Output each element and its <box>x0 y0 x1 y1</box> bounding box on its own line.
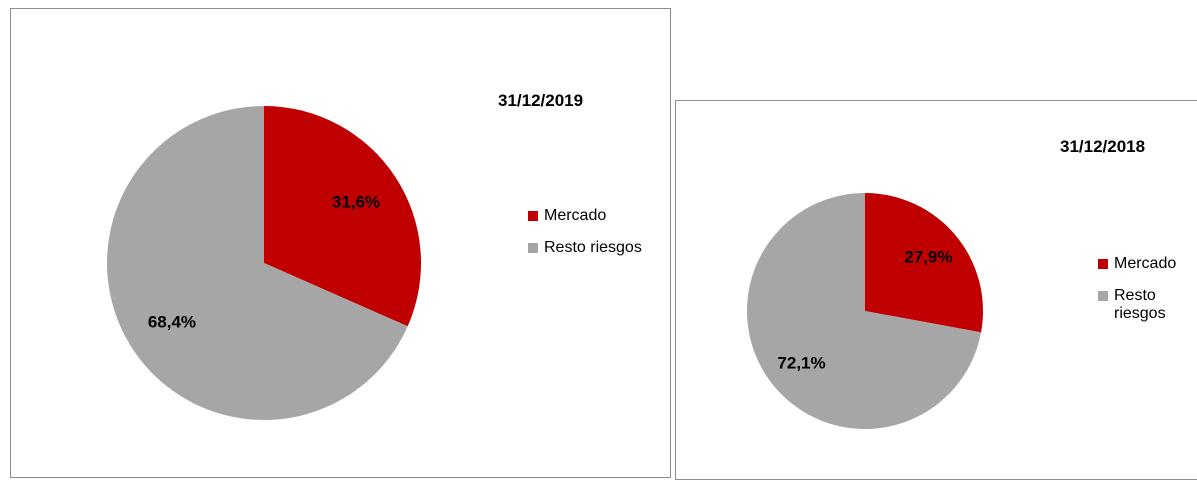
chart-title: 31/12/2019 <box>498 91 584 110</box>
legend-item: Mercado <box>528 207 670 225</box>
legend-label: Resto riesgos <box>1114 287 1166 322</box>
legend-item: Mercado <box>1098 255 1178 273</box>
slice-label: 31,6% <box>332 192 380 211</box>
legend-swatch <box>528 243 538 253</box>
slice-label: 72,1% <box>777 353 825 372</box>
pie-chart: 27,9% 72,1% <box>747 193 983 429</box>
legend-item: Resto riesgos <box>1098 287 1178 323</box>
legend: Mercado Resto riesgos <box>528 207 670 271</box>
chart-frame: 31,6% 68,4% 31/12/2019 Mercado Resto riesgos <box>10 8 671 478</box>
legend: Mercado Resto riesgos <box>1098 255 1178 337</box>
legend-swatch <box>528 211 538 221</box>
legend-swatch <box>1098 259 1108 269</box>
legend-swatch <box>1098 291 1108 301</box>
pie-slice <box>264 106 421 327</box>
pie-slice <box>747 193 982 429</box>
legend-item: Resto riesgos <box>528 239 670 257</box>
chart-title: 31/12/2018 <box>1060 137 1146 156</box>
legend-label: Mercado <box>1114 255 1177 272</box>
legend-label: Resto riesgos <box>544 239 642 256</box>
slice-label: 27,9% <box>904 248 952 267</box>
pie-slice <box>107 105 408 420</box>
slice-label: 68,4% <box>148 313 196 332</box>
legend-label: Mercado <box>544 207 607 224</box>
chart-frame: 27,9% 72,1% 31/12/2018 Mercado Resto riesgos <box>675 100 1197 480</box>
pie-slice <box>865 193 983 333</box>
page: 31,6% 68,4% 31/12/2019 Mercado Resto riesgos… <box>10 8 1197 480</box>
pie-chart: 31,6% 68,4% <box>107 105 421 420</box>
